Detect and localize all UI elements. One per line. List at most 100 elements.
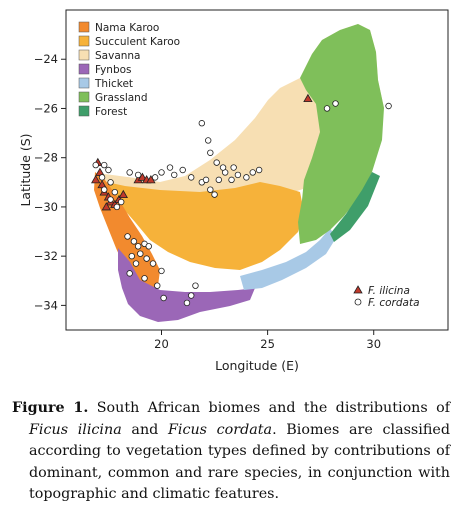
caption-text-a: South African biomes and the distributio… <box>88 400 450 416</box>
ficus-cordata-point <box>211 191 218 198</box>
ficus-cordata-point <box>149 260 157 267</box>
ficus-cordata-point <box>207 186 214 193</box>
ficus-cordata-point <box>134 171 142 179</box>
y-tick-label: −34 <box>34 298 58 312</box>
ficus-ilicina-point <box>91 175 101 184</box>
y-axis: −24 −26 −28 −30 −32 −34 <box>34 52 66 312</box>
biome-legend: Nama Karoo Succulent Karoo Savanna Fynbos Th… <box>78 21 180 118</box>
legend-swatch <box>78 105 90 117</box>
legend-label: Forest <box>95 106 127 118</box>
caption-text-b: and <box>121 421 168 438</box>
legend-label: Savanna <box>95 50 141 62</box>
caption-label: Figure 1. <box>12 400 89 416</box>
x-tick-label: 20 <box>154 337 169 351</box>
ficus-cordata-point <box>92 161 99 169</box>
ficus-cordata-point <box>192 282 199 289</box>
ficus-cordata-point <box>213 159 220 166</box>
legend-label: Grassland <box>95 92 148 104</box>
fynbos-region <box>118 248 255 322</box>
ficus-cordata-point <box>154 282 161 289</box>
ficus-cordata-point <box>160 294 167 302</box>
ficus-cordata-point <box>166 164 174 171</box>
forest-region <box>330 172 380 242</box>
biome-polygons <box>94 24 384 322</box>
y-tick-label: −24 <box>34 52 58 66</box>
legend-species-label: F. cordata <box>368 297 420 309</box>
ficus-cordata-point <box>179 166 186 174</box>
legend-swatch <box>78 21 90 33</box>
y-tick-label: −28 <box>34 151 58 165</box>
ficus-cordata-point <box>249 169 256 176</box>
ficus-cordata-point <box>151 174 159 181</box>
figure-caption: Figure 1. South African biomes and the d… <box>12 398 450 506</box>
y-tick-label: −30 <box>34 200 58 214</box>
x-tick-label: 30 <box>366 337 381 351</box>
ficus-cordata-point <box>188 292 195 299</box>
ficus-ilicina-point <box>118 189 128 199</box>
ficus-cordata-point <box>230 164 237 171</box>
y-axis-label: Latitude (S) <box>18 133 33 206</box>
legend-circle-marker <box>354 298 362 306</box>
caption-species-b: Ficus cordata <box>167 421 273 438</box>
ficus-cordata-point <box>145 243 152 250</box>
ficus-cordata-point <box>98 174 106 181</box>
ficus-cordata-point <box>188 174 195 181</box>
ficus-cordata-point <box>126 169 133 176</box>
ficus-cordata-point <box>107 196 114 203</box>
ficus-cordata-point <box>228 176 235 184</box>
ficus-cordata-point <box>126 270 133 277</box>
ficus-cordata-point <box>385 102 392 110</box>
ficus-cordata-point <box>141 275 148 282</box>
ficus-cordata-point <box>124 233 131 240</box>
ficus-cordata-point <box>128 252 135 260</box>
legend-swatch <box>78 63 90 75</box>
ficus-cordata-point <box>134 243 142 250</box>
ficus-cordata-point <box>215 176 222 184</box>
ficus-cordata-point <box>158 169 165 176</box>
ficus-cordata-point <box>130 238 138 245</box>
grassland-region <box>298 24 384 244</box>
x-axis-label: Longitude (E) <box>215 358 299 373</box>
biome-map: 20 25 30 −24−26−28−30−32−34 Longitude (E) … <box>18 9 449 373</box>
thicket-region <box>240 228 336 290</box>
ficus-cordata-point <box>255 166 263 174</box>
ficus-cordata-point <box>198 120 206 127</box>
legend-label: Nama Karoo <box>95 22 159 34</box>
ficus-cordata-point <box>107 179 114 186</box>
ficus-cordata-point <box>111 188 119 196</box>
legend-triangle-marker <box>353 285 363 294</box>
legend-swatch <box>78 77 90 89</box>
ficus-cordata-point <box>100 186 108 193</box>
caption-species-a: Ficus ilicina <box>29 421 122 438</box>
x-axis: 20 25 30 <box>154 330 381 351</box>
legend-label: Thicket <box>94 78 133 90</box>
legend-swatch <box>78 49 90 61</box>
legend-swatch <box>78 35 90 47</box>
ficus-ilicina-point <box>303 93 313 103</box>
ficus-cordata-point <box>143 255 150 262</box>
ficus-cordata-point <box>183 299 191 307</box>
ficus-cordata-point <box>137 250 144 257</box>
ficus-cordata-point <box>243 174 250 181</box>
ficus-cordata-point <box>202 176 210 184</box>
legend-label: Fynbos <box>95 64 132 76</box>
caption-text-c: . Biomes are classified according to veg… <box>29 421 450 503</box>
y-tick-label: −32 <box>34 249 58 263</box>
ficus-cordata-point <box>158 267 165 275</box>
ficus-cordata-point <box>204 137 212 144</box>
ficus-cordata-point <box>171 171 178 179</box>
legend-label: Succulent Karoo <box>95 36 180 48</box>
ficus-cordata-point <box>100 161 108 169</box>
ficus-cordata-point <box>234 171 242 179</box>
ficus-ilicina-point <box>101 202 112 211</box>
ficus-cordata-point <box>332 100 339 107</box>
ficus-cordata-point <box>323 105 331 112</box>
ficus-cordata-point <box>117 198 125 206</box>
ficus-cordata-point <box>105 166 112 174</box>
occurrence-points <box>91 93 392 307</box>
ficus-cordata-point <box>113 203 121 211</box>
ficus-cordata-point <box>219 164 227 171</box>
legend-species-label: F. ilicina <box>368 285 410 297</box>
y-tick-label: −26 <box>34 101 58 115</box>
